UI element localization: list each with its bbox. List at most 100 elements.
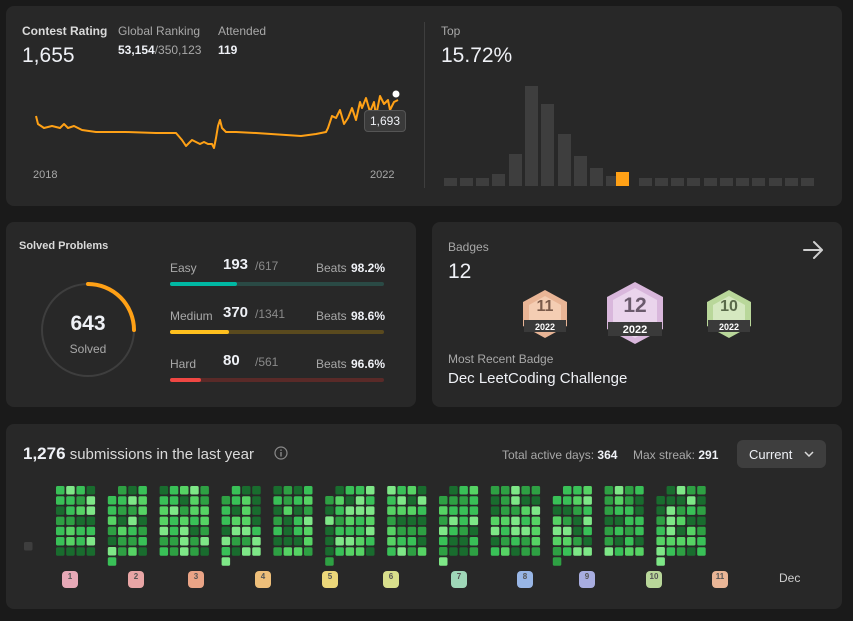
heatmap-cell[interactable] bbox=[459, 506, 468, 515]
heatmap-cell[interactable] bbox=[449, 547, 458, 556]
heatmap-cell[interactable] bbox=[293, 526, 303, 536]
heatmap-cell[interactable] bbox=[469, 526, 479, 536]
heatmap-cell[interactable] bbox=[221, 536, 231, 546]
heatmap-cell[interactable] bbox=[366, 526, 375, 536]
heatmap-cell[interactable] bbox=[304, 506, 313, 515]
heatmap-cell[interactable] bbox=[200, 506, 209, 515]
heatmap-cell[interactable] bbox=[190, 537, 199, 546]
heatmap-cell[interactable] bbox=[439, 506, 448, 515]
heatmap-cell[interactable] bbox=[459, 526, 468, 536]
heatmap-cell[interactable] bbox=[604, 506, 614, 515]
heatmap-cell[interactable] bbox=[56, 486, 65, 495]
heatmap-cell[interactable] bbox=[273, 526, 282, 536]
heatmap-cell[interactable] bbox=[283, 547, 293, 556]
heatmap-cell[interactable] bbox=[86, 526, 96, 536]
heatmap-cell[interactable] bbox=[221, 547, 231, 556]
heatmap-cell[interactable] bbox=[335, 537, 344, 546]
heatmap-cell[interactable] bbox=[325, 536, 334, 546]
heatmap-cell[interactable] bbox=[583, 537, 592, 546]
heatmap-cell[interactable] bbox=[335, 516, 344, 526]
heatmap-cell[interactable] bbox=[697, 506, 706, 515]
month-badge-icon[interactable]: 6 bbox=[383, 571, 399, 588]
heatmap-cell[interactable] bbox=[355, 506, 365, 515]
month-badge-icon[interactable]: 5 bbox=[322, 571, 338, 588]
heatmap-cell[interactable] bbox=[635, 506, 644, 515]
heatmap-cell[interactable] bbox=[345, 506, 355, 515]
heatmap-cell[interactable] bbox=[66, 486, 75, 495]
heatmap-cell[interactable] bbox=[501, 506, 510, 515]
heatmap-cell[interactable] bbox=[687, 486, 696, 495]
heatmap-cell[interactable] bbox=[387, 506, 396, 515]
heatmap-cell[interactable] bbox=[635, 547, 644, 556]
heatmap-cell[interactable] bbox=[501, 537, 510, 546]
heatmap-cell[interactable] bbox=[614, 506, 624, 515]
month-badge-icon[interactable]: 3 bbox=[188, 571, 204, 588]
heatmap-cell[interactable] bbox=[169, 486, 179, 495]
heatmap-cell[interactable] bbox=[511, 496, 520, 505]
heatmap-cell[interactable] bbox=[304, 537, 313, 546]
heatmap-cell[interactable] bbox=[180, 537, 189, 546]
heatmap-cell[interactable] bbox=[293, 516, 303, 526]
heatmap-cell[interactable] bbox=[66, 547, 75, 556]
recent-badge-name[interactable]: Dec LeetCoding Challenge bbox=[448, 370, 628, 387]
heatmap-cell[interactable] bbox=[563, 496, 572, 505]
heatmap-cell[interactable] bbox=[656, 496, 665, 505]
heatmap-cell[interactable] bbox=[697, 526, 706, 536]
heatmap-cell[interactable] bbox=[190, 547, 199, 556]
heatmap-cell[interactable] bbox=[86, 496, 96, 505]
heatmap-cell[interactable] bbox=[366, 496, 375, 505]
heatmap-cell[interactable] bbox=[138, 516, 147, 526]
heatmap-cell[interactable] bbox=[180, 486, 189, 495]
heatmap-cell[interactable] bbox=[614, 516, 624, 526]
heatmap-cell[interactable] bbox=[118, 516, 127, 526]
heatmap-cell[interactable] bbox=[138, 486, 147, 495]
heatmap-cell[interactable] bbox=[573, 506, 582, 515]
heatmap-cell[interactable] bbox=[656, 547, 665, 556]
heatmap-cell[interactable] bbox=[417, 486, 427, 495]
heatmap-cell[interactable] bbox=[118, 526, 127, 536]
heatmap-cell[interactable] bbox=[242, 516, 251, 526]
heatmap-cell[interactable] bbox=[24, 542, 33, 551]
heatmap-cell[interactable] bbox=[604, 537, 614, 546]
heatmap-cell[interactable] bbox=[687, 526, 696, 536]
heatmap-cell[interactable] bbox=[614, 496, 624, 505]
heatmap-cell[interactable] bbox=[242, 537, 251, 546]
heatmap-cell[interactable] bbox=[676, 526, 686, 536]
heatmap-cell[interactable] bbox=[138, 496, 147, 505]
heatmap-cell[interactable] bbox=[501, 516, 510, 526]
heatmap-cell[interactable] bbox=[531, 526, 541, 536]
heatmap-cell[interactable] bbox=[407, 496, 417, 505]
heatmap-cell[interactable] bbox=[221, 526, 231, 536]
heatmap-cell[interactable] bbox=[614, 526, 624, 536]
heatmap-cell[interactable] bbox=[656, 516, 665, 525]
heatmap-cell[interactable] bbox=[128, 537, 137, 546]
heatmap-cell[interactable] bbox=[666, 526, 676, 536]
heatmap-cell[interactable] bbox=[407, 537, 417, 546]
heatmap-cell[interactable] bbox=[656, 506, 665, 515]
heatmap-cell[interactable] bbox=[118, 547, 127, 556]
heatmap-cell[interactable] bbox=[335, 486, 344, 495]
heatmap-cell[interactable] bbox=[439, 547, 448, 556]
heatmap-cell[interactable] bbox=[449, 516, 458, 526]
heatmap-cell[interactable] bbox=[66, 496, 75, 505]
heatmap-cell[interactable] bbox=[521, 506, 530, 515]
heatmap-cell[interactable] bbox=[604, 496, 614, 505]
heatmap-cell[interactable] bbox=[604, 516, 614, 526]
heatmap-cell[interactable] bbox=[449, 506, 458, 515]
heatmap-cell[interactable] bbox=[118, 506, 127, 515]
heatmap-cell[interactable] bbox=[583, 486, 592, 495]
heatmap-cell[interactable] bbox=[273, 547, 282, 556]
heatmap-cell[interactable] bbox=[366, 537, 375, 546]
heatmap-cell[interactable] bbox=[625, 516, 634, 526]
heatmap-cell[interactable] bbox=[231, 506, 241, 515]
heatmap-cell[interactable] bbox=[459, 516, 468, 526]
heatmap-cell[interactable] bbox=[107, 506, 117, 515]
heatmap-cell[interactable] bbox=[325, 526, 334, 536]
month-badge-icon[interactable]: 8 bbox=[517, 571, 533, 588]
heatmap-cell[interactable] bbox=[242, 486, 251, 495]
heatmap-cell[interactable] bbox=[449, 486, 458, 495]
heatmap-cell[interactable] bbox=[417, 516, 427, 526]
heatmap-cell[interactable] bbox=[407, 506, 417, 515]
heatmap-cell[interactable] bbox=[190, 486, 199, 495]
heatmap-cell[interactable] bbox=[417, 496, 427, 505]
